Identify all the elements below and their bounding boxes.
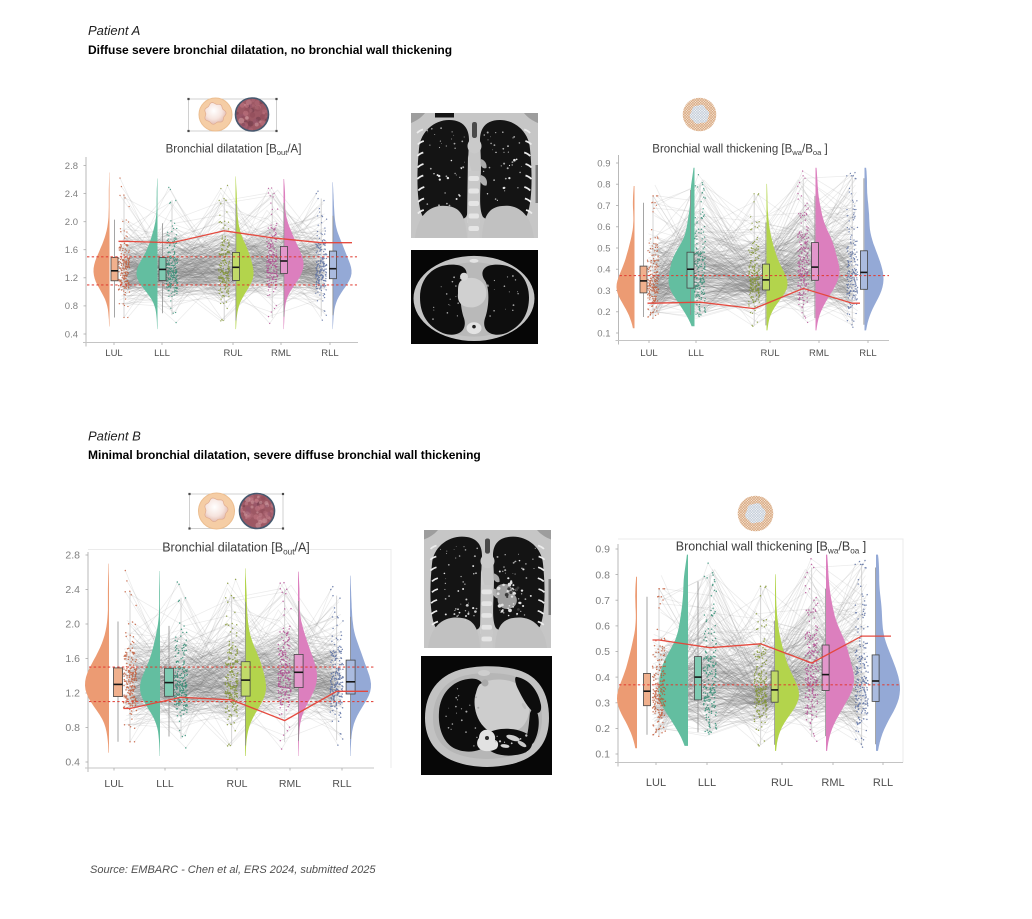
svg-text:LLL: LLL (154, 348, 170, 359)
svg-text:2.4: 2.4 (65, 189, 78, 200)
svg-text:1.2: 1.2 (65, 688, 80, 700)
svg-text:2.4: 2.4 (65, 584, 80, 596)
svg-text:0.4: 0.4 (595, 672, 610, 684)
svg-text:RLL: RLL (859, 348, 876, 359)
svg-text:RLL: RLL (321, 348, 338, 359)
svg-text:Bronchial dilatation [Bout/A]: Bronchial dilatation [Bout/A] (162, 541, 310, 557)
svg-text:0.9: 0.9 (597, 158, 610, 169)
svg-text:RUL: RUL (771, 777, 793, 789)
svg-text:0.9: 0.9 (595, 544, 610, 556)
svg-text:RML: RML (271, 348, 291, 359)
svg-text:0.8: 0.8 (65, 301, 78, 312)
svg-text:1.6: 1.6 (65, 245, 78, 256)
svg-text:RUL: RUL (223, 348, 242, 359)
svg-text:0.6: 0.6 (597, 222, 610, 233)
svg-text:RML: RML (279, 778, 301, 790)
svg-text:Patient A: Patient A (88, 23, 140, 38)
svg-text:Bronchial wall thickening [Bwa: Bronchial wall thickening [Bwa/Boa ] (676, 540, 867, 556)
svg-text:1.6: 1.6 (65, 653, 80, 665)
svg-text:RML: RML (809, 348, 829, 359)
svg-text:2.0: 2.0 (65, 217, 78, 228)
svg-text:LUL: LUL (104, 778, 123, 790)
svg-text:Source: EMBARC - Chen et al, E: Source: EMBARC - Chen et al, ERS 2024, s… (90, 864, 376, 876)
svg-text:RUL: RUL (760, 348, 779, 359)
svg-text:0.3: 0.3 (597, 286, 610, 297)
svg-text:0.5: 0.5 (595, 646, 610, 658)
svg-text:RML: RML (821, 777, 844, 789)
svg-text:2.8: 2.8 (65, 161, 78, 172)
svg-text:0.8: 0.8 (597, 180, 610, 191)
svg-text:RLL: RLL (332, 778, 351, 790)
svg-text:Bronchial dilatation [Bout/A]: Bronchial dilatation [Bout/A] (166, 144, 302, 158)
svg-text:LUL: LUL (105, 348, 122, 359)
svg-text:Bronchial wall thickening [Bwa: Bronchial wall thickening [Bwa/Boa ] (652, 144, 827, 158)
svg-text:0.8: 0.8 (595, 569, 610, 581)
svg-text:0.8: 0.8 (65, 722, 80, 734)
svg-text:LUL: LUL (640, 348, 657, 359)
svg-text:RLL: RLL (873, 777, 893, 789)
svg-text:RUL: RUL (226, 778, 247, 790)
svg-text:0.7: 0.7 (597, 201, 610, 212)
svg-text:0.7: 0.7 (595, 595, 610, 607)
svg-text:0.6: 0.6 (595, 621, 610, 633)
svg-text:0.4: 0.4 (65, 757, 80, 769)
svg-text:LLL: LLL (688, 348, 704, 359)
svg-text:0.1: 0.1 (595, 749, 610, 761)
svg-text:Minimal bronchial dilatation,: Minimal bronchial dilatation, severe dif… (88, 448, 481, 462)
svg-text:LUL: LUL (646, 777, 666, 789)
svg-text:0.1: 0.1 (597, 328, 610, 339)
svg-text:LLL: LLL (698, 777, 716, 789)
svg-text:0.4: 0.4 (65, 329, 78, 340)
svg-text:0.3: 0.3 (595, 697, 610, 709)
svg-text:0.2: 0.2 (595, 723, 610, 735)
svg-text:1.2: 1.2 (65, 273, 78, 284)
svg-text:0.4: 0.4 (597, 265, 610, 276)
svg-text:2.8: 2.8 (65, 550, 80, 562)
svg-text:0.2: 0.2 (597, 307, 610, 318)
svg-text:2.0: 2.0 (65, 619, 80, 631)
svg-text:0.5: 0.5 (597, 243, 610, 254)
svg-text:LLL: LLL (156, 778, 174, 790)
svg-text:Diffuse severe bronchial dilat: Diffuse severe bronchial dilatation, no … (88, 43, 452, 57)
svg-text:Patient B: Patient B (88, 429, 141, 444)
